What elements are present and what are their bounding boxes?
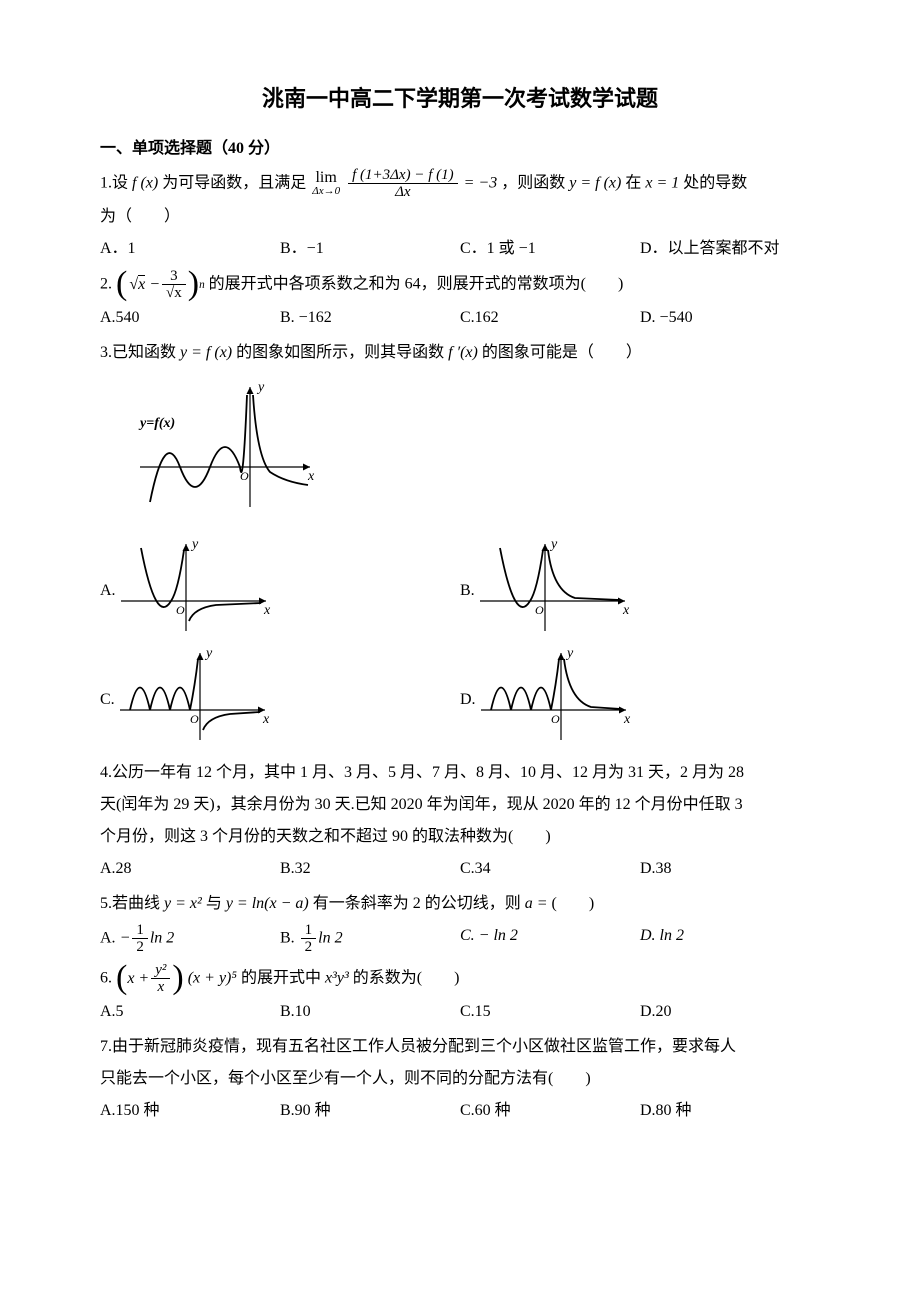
q4-options: A.28 B.32 C.34 D.38 [100, 855, 820, 882]
svg-text:O: O [176, 603, 185, 617]
q5-tail: ( ) [552, 895, 595, 912]
q7-l1: 7.由于新冠肺炎疫情，现有五名社区工作人员被分配到三个小区做社区监管工作，要求每… [100, 1031, 820, 1063]
svg-text:y: y [565, 646, 574, 661]
q4-opt-c: C.34 [460, 855, 640, 882]
q6-term: x³y³ [325, 969, 349, 986]
q7-opt-c: C.60 种 [460, 1097, 640, 1124]
q6-options: A.5 B.10 C.15 D.20 [100, 998, 820, 1025]
q7-l2: 只能去一个小区，每个小区至少有一个人，则不同的分配方法有( ) [100, 1063, 820, 1095]
svg-text:y: y [549, 537, 558, 552]
q6-mid: 的展开式中 [241, 969, 321, 986]
q1-yfx: y = f (x) [569, 174, 621, 191]
q5-pre: 5.若曲线 [100, 895, 160, 912]
q3-opt-b-label: B. [460, 577, 475, 604]
q2-pre: 2. [100, 275, 112, 292]
q6-opt-d: D.20 [640, 998, 820, 1025]
q3-graph-b: x y O [475, 536, 635, 645]
q7-opt-b: B.90 种 [280, 1097, 460, 1124]
q2-opt-d: D. −540 [640, 304, 820, 331]
q4-l1: 4.公历一年有 12 个月，其中 1 月、3 月、5 月、7 月、8 月、10 … [100, 757, 820, 789]
q3-option-graphs: A. x y O B. [100, 536, 820, 754]
q2-mid: 的展开式中各项系数之和为 64，则展开式的常数项为( ) [209, 275, 624, 292]
q6-opt-c: C.15 [460, 998, 640, 1025]
question-6: 6. ( x + y² x ) (x + y)⁵ 的展开式中 x³y³ 的系数为… [100, 962, 820, 1025]
question-1: 1.设 f (x) 为可导函数，且满足 lim Δx→0 f (1+3Δx) −… [100, 167, 820, 262]
q3-opt-c-label: C. [100, 686, 115, 713]
q6-tail: 的系数为( ) [353, 969, 460, 986]
q5-opt-c: C. − ln 2 [460, 922, 640, 956]
q5-mid1: 与 [206, 895, 222, 912]
q5-opt-b: B. 12ln 2 [280, 922, 460, 956]
q2-bracket: ( √x − 3 √x ) n [116, 268, 205, 302]
svg-text:x: x [622, 603, 630, 618]
section-header: 一、单项选择题（40 分） [100, 135, 820, 162]
q3-graph-a: x y O [116, 536, 276, 645]
question-5: 5.若曲线 y = x² 与 y = ln(x − a) 有一条斜率为 2 的公… [100, 888, 820, 956]
question-2: 2. ( √x − 3 √x ) n 的展开式中各项系数之和为 64，则展开式的… [100, 268, 820, 331]
q5-options: A. −12ln 2 B. 12ln 2 C. − ln 2 D. ln 2 [100, 922, 820, 956]
q6-opt-b: B.10 [280, 998, 460, 1025]
page-title: 洮南一中高二下学期第一次考试数学试题 [100, 80, 820, 117]
q4-l2: 天(闰年为 29 天)，其余月份为 30 天.已知 2020 年为闰年，现从 2… [100, 789, 820, 821]
svg-text:O: O [551, 712, 560, 726]
q7-opt-d: D.80 种 [640, 1097, 820, 1124]
q2-opt-a: A.540 [100, 304, 280, 331]
q7-options: A.150 种 B.90 种 C.60 种 D.80 种 [100, 1097, 820, 1124]
q2-options: A.540 B. −162 C.162 D. −540 [100, 304, 820, 331]
q1-mid3: 在 [625, 174, 641, 191]
q1-opt-a: A．1 [100, 235, 280, 262]
svg-text:x: x [263, 603, 271, 618]
q6-pre: 6. [100, 969, 112, 986]
q1-mid2: ，则函数 [501, 174, 565, 191]
svg-text:O: O [535, 603, 544, 617]
question-7: 7.由于新冠肺炎疫情，现有五名社区工作人员被分配到三个小区做社区监管工作，要求每… [100, 1031, 820, 1124]
q5-opt-d: D. ln 2 [640, 922, 820, 956]
svg-text:O: O [190, 712, 199, 726]
q1-x1: x = 1 [645, 174, 679, 191]
q6-bracket: ( x + y² x ) [116, 962, 184, 996]
svg-text:x: x [307, 469, 315, 484]
q3-stem: 3.已知函数 y = f (x) 的图象如图所示，则其导函数 f ′(x) 的图… [100, 337, 820, 369]
q2-opt-c: C.162 [460, 304, 640, 331]
q3-main-graph: y=f(x) x y O [130, 377, 820, 526]
q1-fx: f (x) [132, 174, 158, 191]
q1-pre: 1.设 [100, 174, 128, 191]
q5-mid2: 有一条斜率为 2 的公切线，则 [313, 895, 521, 912]
q1-mid4: 处的导数 [683, 174, 747, 191]
svg-text:x: x [262, 712, 270, 727]
q1-eq: = −3 [464, 174, 498, 191]
svg-text:O: O [240, 469, 249, 483]
q5-opt-a: A. −12ln 2 [100, 922, 280, 956]
question-3: 3.已知函数 y = f (x) 的图象如图所示，则其导函数 f ′(x) 的图… [100, 337, 820, 755]
q4-opt-a: A.28 [100, 855, 280, 882]
q6-opt-a: A.5 [100, 998, 280, 1025]
q3-graph-c: x y O [115, 645, 275, 754]
q1-frac: f (1+3Δx) − f (1) Δx [348, 167, 458, 201]
q1-opt-c: C．1 或 −1 [460, 235, 640, 262]
q3-opt-d-label: D. [460, 686, 476, 713]
q1-lim: lim Δx→0 [312, 170, 340, 197]
svg-text:y: y [256, 380, 265, 395]
q5-eq2: y = ln(x − a) [226, 895, 309, 912]
svg-text:y: y [190, 537, 199, 552]
q1-opt-b: B．−1 [280, 235, 460, 262]
q2-opt-b: B. −162 [280, 304, 460, 331]
q1-line2: 为（ ） [100, 201, 820, 233]
q5-eq3: a = [525, 895, 548, 912]
q4-opt-d: D.38 [640, 855, 820, 882]
svg-text:y=f(x): y=f(x) [138, 416, 175, 431]
q5-eq1: y = x² [164, 895, 202, 912]
svg-text:x: x [623, 712, 631, 727]
q1-options: A．1 B．−1 C．1 或 −1 D．以上答案都不对 [100, 235, 820, 262]
question-4: 4.公历一年有 12 个月，其中 1 月、3 月、5 月、7 月、8 月、10 … [100, 757, 820, 882]
q7-opt-a: A.150 种 [100, 1097, 280, 1124]
svg-text:y: y [204, 646, 213, 661]
q1-mid1: 为可导函数，且满足 [162, 174, 306, 191]
q6-inner2: (x + y)⁵ [188, 969, 237, 986]
q4-l3: 个月份，则这 3 个月份的天数之和不超过 90 的取法种数为( ) [100, 821, 820, 853]
q1-opt-d: D．以上答案都不对 [640, 235, 820, 262]
q3-graph-d: x y O [476, 645, 636, 754]
q4-opt-b: B.32 [280, 855, 460, 882]
q3-opt-a-label: A. [100, 577, 116, 604]
